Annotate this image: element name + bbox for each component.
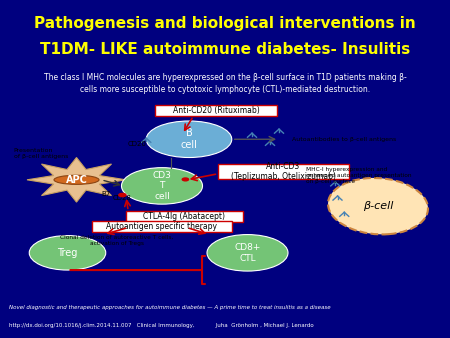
FancyBboxPatch shape	[218, 164, 349, 179]
Text: T1DM- LIKE autoimmune diabetes- Insulitis: T1DM- LIKE autoimmune diabetes- Insuliti…	[40, 42, 410, 57]
FancyBboxPatch shape	[155, 105, 277, 116]
Text: Anti-CD20 (Rituximab): Anti-CD20 (Rituximab)	[173, 106, 259, 115]
Text: Autoantibodies to β-cell antigens: Autoantibodies to β-cell antigens	[292, 137, 397, 142]
FancyBboxPatch shape	[126, 211, 243, 222]
Text: Pathogenesis and biological interventions in: Pathogenesis and biological intervention…	[34, 16, 416, 31]
Circle shape	[119, 193, 126, 197]
Ellipse shape	[207, 235, 288, 271]
Text: CTLA-4Ig (Abatacept): CTLA-4Ig (Abatacept)	[144, 212, 225, 221]
Ellipse shape	[29, 236, 106, 270]
Ellipse shape	[146, 121, 232, 158]
Ellipse shape	[122, 168, 202, 204]
Ellipse shape	[54, 175, 99, 185]
Ellipse shape	[328, 178, 428, 235]
Text: Autoantigen specific therapy: Autoantigen specific therapy	[107, 222, 217, 231]
Text: B
cell: B cell	[180, 128, 198, 150]
FancyBboxPatch shape	[92, 221, 232, 232]
Text: Clonal deletion of autoreactive T cells,
activation of Tregs: Clonal deletion of autoreactive T cells,…	[60, 235, 174, 246]
Text: CD28: CD28	[113, 195, 132, 201]
Text: β-cell: β-cell	[363, 201, 393, 211]
Text: B7: B7	[101, 191, 110, 197]
Text: CD20: CD20	[128, 141, 147, 147]
Text: MHC-I hyperexpression and
enhanced autoantigen presentation
on β-cell surface: MHC-I hyperexpression and enhanced autoa…	[306, 167, 411, 185]
Text: Anti-CD3
(Teplizumab, Otelixizumab): Anti-CD3 (Teplizumab, Otelixizumab)	[231, 162, 336, 182]
Polygon shape	[27, 158, 126, 202]
Text: APC: APC	[66, 175, 87, 185]
Text: http://dx.doi.org/10.1016/j.clim.2014.11.007   Clinical Immunology,            J: http://dx.doi.org/10.1016/j.clim.2014.11…	[9, 323, 314, 328]
Text: Treg: Treg	[57, 248, 78, 258]
Text: Novel diagnostic and therapeutic approaches for autoimmune diabetes — A prime ti: Novel diagnostic and therapeutic approac…	[9, 305, 331, 310]
Circle shape	[182, 178, 189, 181]
Text: CD3
T
cell: CD3 T cell	[153, 171, 171, 201]
Text: Presentation
of β-cell antigens: Presentation of β-cell antigens	[14, 148, 68, 159]
Text: CD8+
CTL: CD8+ CTL	[234, 243, 261, 263]
Text: The class I MHC molecules are hyperexpressed on the β-cell surface in T1D patien: The class I MHC molecules are hyperexpre…	[44, 73, 406, 94]
